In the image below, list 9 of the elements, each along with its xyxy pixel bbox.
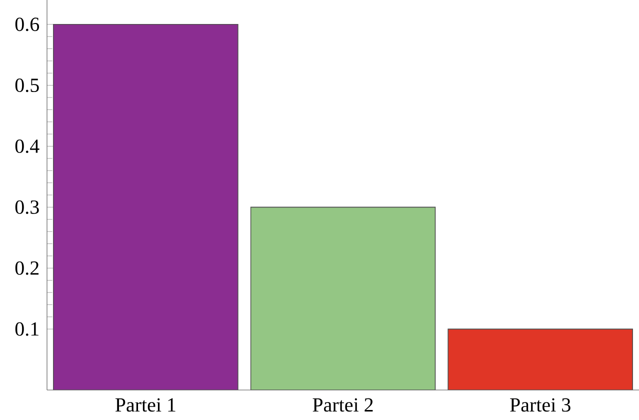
y-tick-label: 0.4 bbox=[15, 139, 40, 154]
x-tick-label: Partei 3 bbox=[510, 398, 570, 412]
x-tick-label: Partei 1 bbox=[115, 398, 176, 412]
y-tick-label: 0.2 bbox=[15, 261, 39, 275]
y-tick-label: 0.3 bbox=[15, 200, 39, 214]
y-tick-label: 0.5 bbox=[15, 78, 39, 92]
x-tick-label: Partei 2 bbox=[312, 398, 373, 412]
y-tick-label: 0.1 bbox=[15, 322, 38, 336]
y-tick-label: 0.6 bbox=[15, 18, 40, 32]
